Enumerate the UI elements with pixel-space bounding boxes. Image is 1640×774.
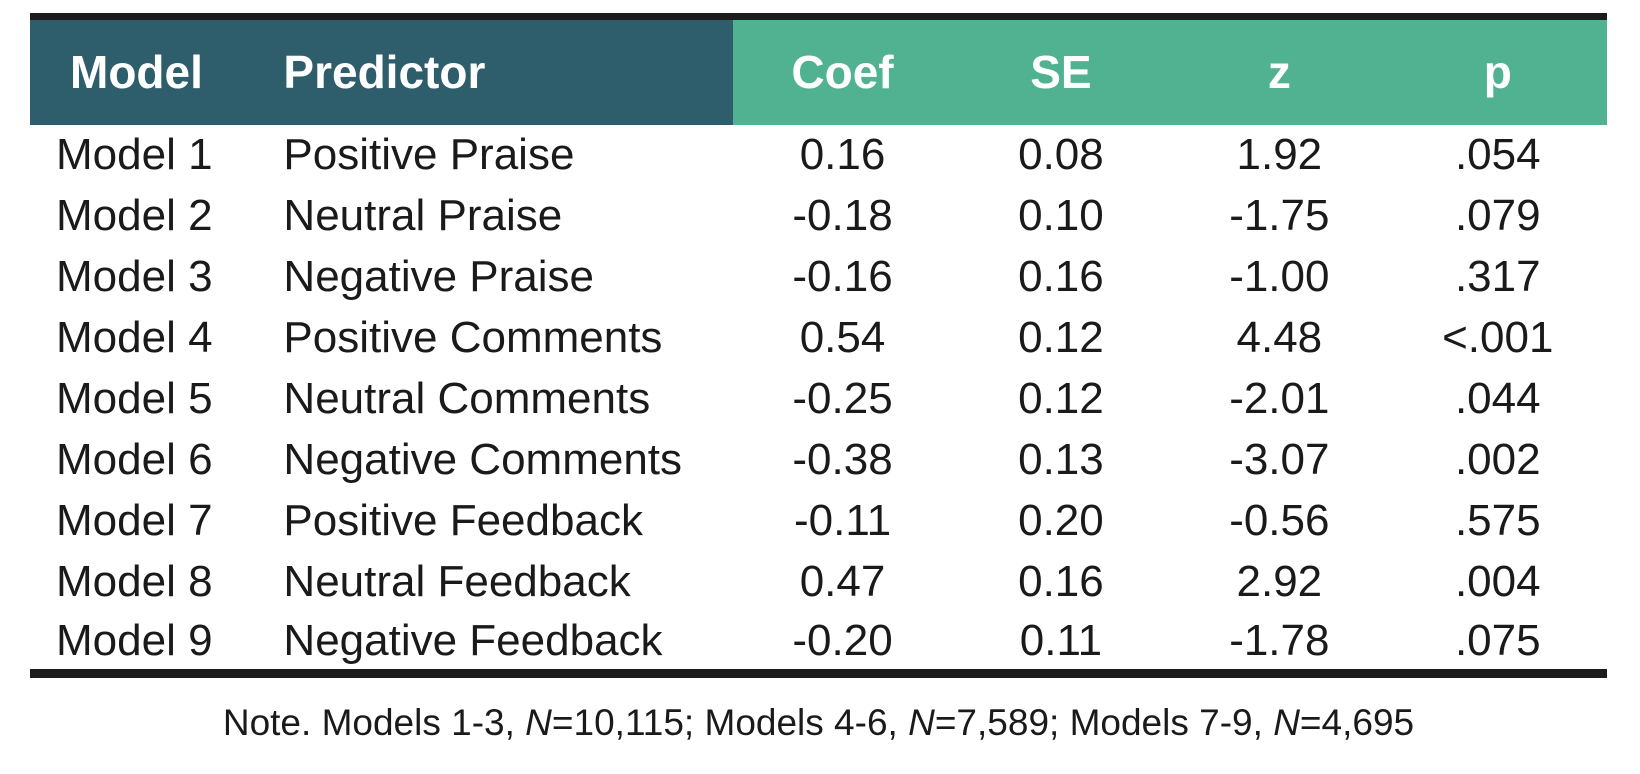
- table-row: Model 6 Negative Comments -0.38 0.13 -3.07.0…: [30, 429, 1607, 491]
- cell-p: .075: [1388, 612, 1607, 674]
- column-header-z: z: [1170, 16, 1389, 125]
- cell-p: .004: [1388, 551, 1607, 613]
- cell-se: 0.20: [951, 490, 1171, 552]
- cell-z: -3.07: [1170, 429, 1389, 491]
- cell-p: .054: [1388, 124, 1607, 186]
- table-row: Model 2 Neutral Praise -0.18 0.10 -1.75.079: [30, 185, 1607, 247]
- cell-se: 0.12: [951, 307, 1171, 369]
- note-sample-size-symbol: N: [525, 702, 552, 743]
- cell-predictor: Negative Praise: [255, 246, 734, 308]
- cell-coef: 0.47: [733, 551, 952, 613]
- cell-p: .317: [1388, 246, 1607, 308]
- table-row: Model 7 Positive Feedback -0.11 0.20 -0.56.5…: [30, 490, 1607, 552]
- table-row: Model 4 Positive Comments 0.54 0.12 4.48 <.00…: [30, 307, 1607, 369]
- column-header-predictor: Predictor: [255, 16, 734, 125]
- table-row: Model 3 Negative Praise -0.16 0.16 -1.00.317: [30, 246, 1607, 308]
- cell-model: Model 4: [30, 307, 256, 369]
- cell-z: -1.78: [1170, 612, 1389, 674]
- cell-model: Model 6: [30, 429, 256, 491]
- cell-se: 0.11: [951, 612, 1171, 674]
- note-text: =10,115; Models 4-6,: [551, 702, 909, 743]
- table-row: Model 1 Positive Praise 0.16 0.08 1.92.054: [30, 124, 1607, 186]
- column-header-se: SE: [951, 16, 1171, 125]
- cell-model: Model 7: [30, 490, 256, 552]
- cell-coef: -0.20: [733, 612, 952, 674]
- table-row: Model 5 Neutral Comments -0.25 0.12 -2.01.04…: [30, 368, 1607, 430]
- cell-p: <.001: [1388, 307, 1607, 369]
- cell-p: .044: [1388, 368, 1607, 430]
- cell-predictor: Negative Comments: [255, 429, 734, 491]
- cell-se: 0.13: [951, 429, 1171, 491]
- cell-se: 0.16: [951, 246, 1171, 308]
- cell-z: -2.01: [1170, 368, 1389, 430]
- note-text: =4,695: [1299, 702, 1415, 743]
- cell-coef: -0.11: [733, 490, 952, 552]
- cell-model: Model 2: [30, 185, 256, 247]
- cell-model: Model 3: [30, 246, 256, 308]
- cell-z: -1.00: [1170, 246, 1389, 308]
- column-header-p: p: [1388, 16, 1607, 125]
- cell-predictor: Positive Feedback: [255, 490, 734, 552]
- cell-coef: -0.16: [733, 246, 952, 308]
- cell-z: 4.48: [1170, 307, 1389, 369]
- note-text: =7,589; Models 7-9,: [934, 702, 1274, 743]
- cell-predictor: Neutral Praise: [255, 185, 734, 247]
- header-row: Model Predictor Coef SE z p: [30, 16, 1607, 125]
- cell-coef: -0.18: [733, 185, 952, 247]
- cell-z: 1.92: [1170, 124, 1389, 186]
- cell-predictor: Negative Feedback: [255, 612, 734, 674]
- cell-model: Model 5: [30, 368, 256, 430]
- cell-coef: -0.38: [733, 429, 952, 491]
- cell-coef: 0.54: [733, 307, 952, 369]
- cell-p: .079: [1388, 185, 1607, 247]
- cell-coef: 0.16: [733, 124, 952, 186]
- cell-p: .002: [1388, 429, 1607, 491]
- table-row: Model 9 Negative Feedback -0.20 0.11 -1.78.0…: [30, 612, 1607, 674]
- cell-se: 0.12: [951, 368, 1171, 430]
- cell-coef: -0.25: [733, 368, 952, 430]
- note-text: Note. Models 1-3,: [222, 702, 526, 743]
- column-header-coef: Coef: [733, 16, 952, 125]
- column-header-model: Model: [30, 16, 256, 125]
- cell-predictor: Positive Comments: [255, 307, 734, 369]
- cell-z: -1.75: [1170, 185, 1389, 247]
- cell-z: 2.92: [1170, 551, 1389, 613]
- cell-model: Model 9: [30, 612, 256, 674]
- table-note: Note. Models 1-3, N=10,115; Models 4-6, …: [30, 702, 1607, 744]
- cell-model: Model 1: [30, 124, 256, 186]
- note-sample-size-symbol: N: [908, 702, 935, 743]
- cell-predictor: Positive Praise: [255, 124, 734, 186]
- cell-se: 0.16: [951, 551, 1171, 613]
- cell-predictor: Neutral Comments: [255, 368, 734, 430]
- regression-table: Model Predictor Coef SE z p Model 1 Posit…: [30, 13, 1607, 678]
- note-sample-size-symbol: N: [1273, 702, 1300, 743]
- cell-z: -0.56: [1170, 490, 1389, 552]
- cell-p: .575: [1388, 490, 1607, 552]
- table-row: Model 8 Neutral Feedback 0.47 0.16 2.92.004: [30, 551, 1607, 613]
- cell-model: Model 8: [30, 551, 256, 613]
- cell-predictor: Neutral Feedback: [255, 551, 734, 613]
- table-body: Model 1 Positive Praise 0.16 0.08 1.92.054 Mo…: [30, 124, 1607, 674]
- cell-se: 0.08: [951, 124, 1171, 186]
- cell-se: 0.10: [951, 185, 1171, 247]
